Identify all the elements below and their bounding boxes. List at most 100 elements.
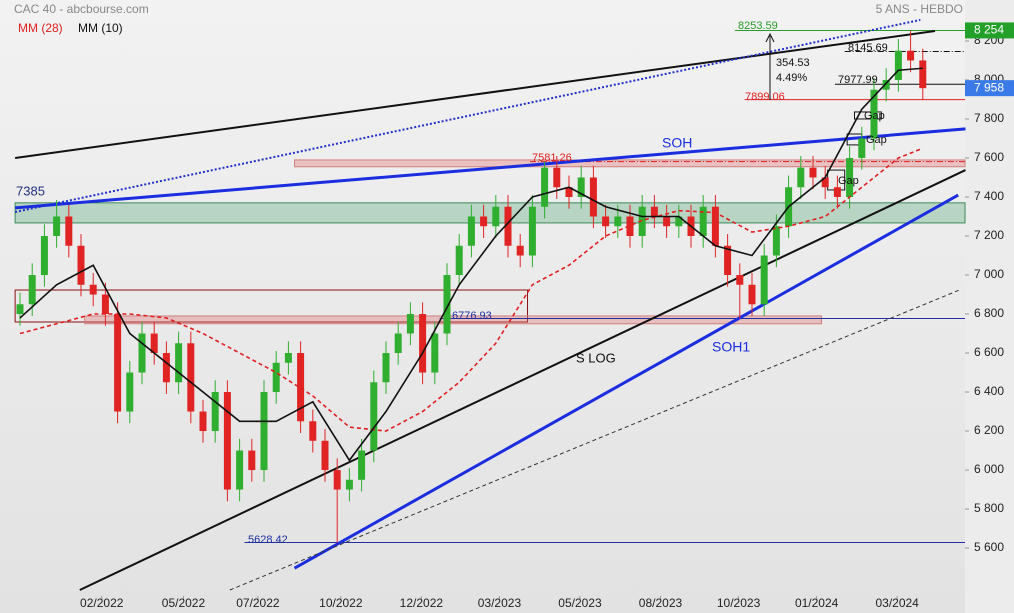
candle-body [297, 353, 305, 422]
level-label: 7581.26 [532, 152, 572, 164]
line-label: SOH [662, 135, 692, 151]
legend-entry: MM (10) [78, 21, 123, 35]
y-tick-label: 7 600 [974, 150, 1004, 164]
trend-line [229, 289, 960, 591]
line-label: S LOG [576, 350, 616, 365]
candle-body [516, 245, 524, 256]
candle-body [504, 206, 512, 246]
candle-body [907, 50, 915, 61]
legend-entry: MM (28) [18, 21, 63, 35]
candle-body [370, 382, 378, 451]
candle-body [602, 216, 610, 227]
zone [84, 315, 823, 325]
level-label: 7385 [16, 183, 45, 198]
gap-label: Gap [866, 134, 887, 146]
candle-body [162, 353, 170, 383]
x-tick-label: 07/2022 [236, 596, 280, 610]
zone [294, 159, 966, 168]
change-pct: 4.49% [776, 72, 807, 84]
candle-body [77, 245, 85, 285]
candle-body [65, 216, 73, 246]
candle-body [528, 206, 536, 256]
trend-line [15, 127, 966, 210]
candle-body [309, 421, 317, 441]
trend-line [14, 30, 936, 159]
trend-line [293, 193, 959, 570]
y-tick-label: 6 800 [974, 306, 1004, 320]
candle-body [565, 187, 573, 197]
y-tick-label: 5 600 [974, 540, 1004, 554]
candle-body [821, 177, 829, 188]
price-label-box [965, 22, 1014, 39]
candle-body [882, 79, 890, 90]
x-tick-label: 08/2023 [639, 596, 683, 610]
candle-body [675, 216, 683, 227]
candle-body [919, 60, 927, 89]
x-tick-label: 10/2023 [717, 596, 761, 610]
y-tick-label: 6 400 [974, 384, 1004, 398]
candle-body [626, 216, 634, 236]
candle-body [699, 206, 707, 236]
candle-body [382, 353, 390, 383]
candle-body [16, 304, 24, 315]
candle-body [175, 343, 183, 383]
x-tick-label: 05/2022 [162, 596, 206, 610]
level-label: 8253.59 [738, 20, 778, 32]
line-label: SOH1 [712, 339, 750, 355]
y-tick-label: 5 800 [974, 501, 1004, 515]
x-tick-label: 03/2024 [875, 596, 919, 610]
plot-area: 5 600 5 800 6 000 6 200 6 400 6 600 6 800 7 000… [14, 0, 1014, 613]
level-label: 8145.69 [848, 42, 888, 54]
y-tick-label: 7 200 [974, 228, 1004, 242]
candle-body [223, 392, 231, 490]
y-tick-label: 6 000 [974, 462, 1004, 476]
y-tick-label: 6 200 [974, 423, 1004, 437]
candle-body [870, 89, 878, 139]
candle-body [809, 167, 817, 178]
x-tick-label: 01/2024 [795, 596, 839, 610]
level-label: 7977.99 [838, 74, 878, 86]
chart-title: CAC 40 - abcbourse.com [14, 2, 149, 16]
candle-body [114, 314, 122, 412]
candle-body [650, 206, 658, 217]
y-tick-label: 7 000 [974, 267, 1004, 281]
candle-body [455, 245, 463, 276]
candle-body [321, 440, 329, 471]
chart-subtitle: 5 ANS - HEBDO [876, 2, 963, 16]
candle-body [199, 411, 207, 432]
arrow-head [765, 32, 775, 43]
candle-body [419, 314, 427, 373]
candle-body [284, 353, 292, 363]
gap-label: Gap [864, 110, 885, 122]
axis-strip [965, 0, 1014, 613]
x-tick-label: 05/2023 [558, 596, 602, 610]
candle-body [53, 216, 61, 236]
candle-body [345, 479, 353, 490]
price-label: 7 958 [974, 80, 1004, 94]
candle-body [28, 275, 36, 305]
change-value: 354.53 [776, 57, 810, 69]
level-label: 5628.42 [248, 534, 288, 546]
candle-body [333, 470, 341, 490]
candle-body [541, 167, 549, 207]
candle-body [101, 294, 109, 315]
candle-body [589, 177, 597, 217]
candle-body [858, 138, 866, 158]
candle-body [797, 167, 805, 188]
zone [853, 111, 882, 120]
candle-body [187, 343, 195, 412]
level-label: 7899.06 [745, 91, 785, 103]
candle-body [663, 216, 671, 227]
trend-line [79, 169, 966, 591]
moving-average [19, 67, 923, 462]
y-tick-label: 7 400 [974, 189, 1004, 203]
moving-average [19, 147, 924, 432]
candle-body [748, 284, 756, 305]
candle-body [406, 314, 414, 334]
candle-body [394, 333, 402, 354]
candle-body [492, 206, 500, 227]
y-tick-label: 7 800 [974, 111, 1004, 125]
y-tick-label: 6 600 [974, 345, 1004, 359]
